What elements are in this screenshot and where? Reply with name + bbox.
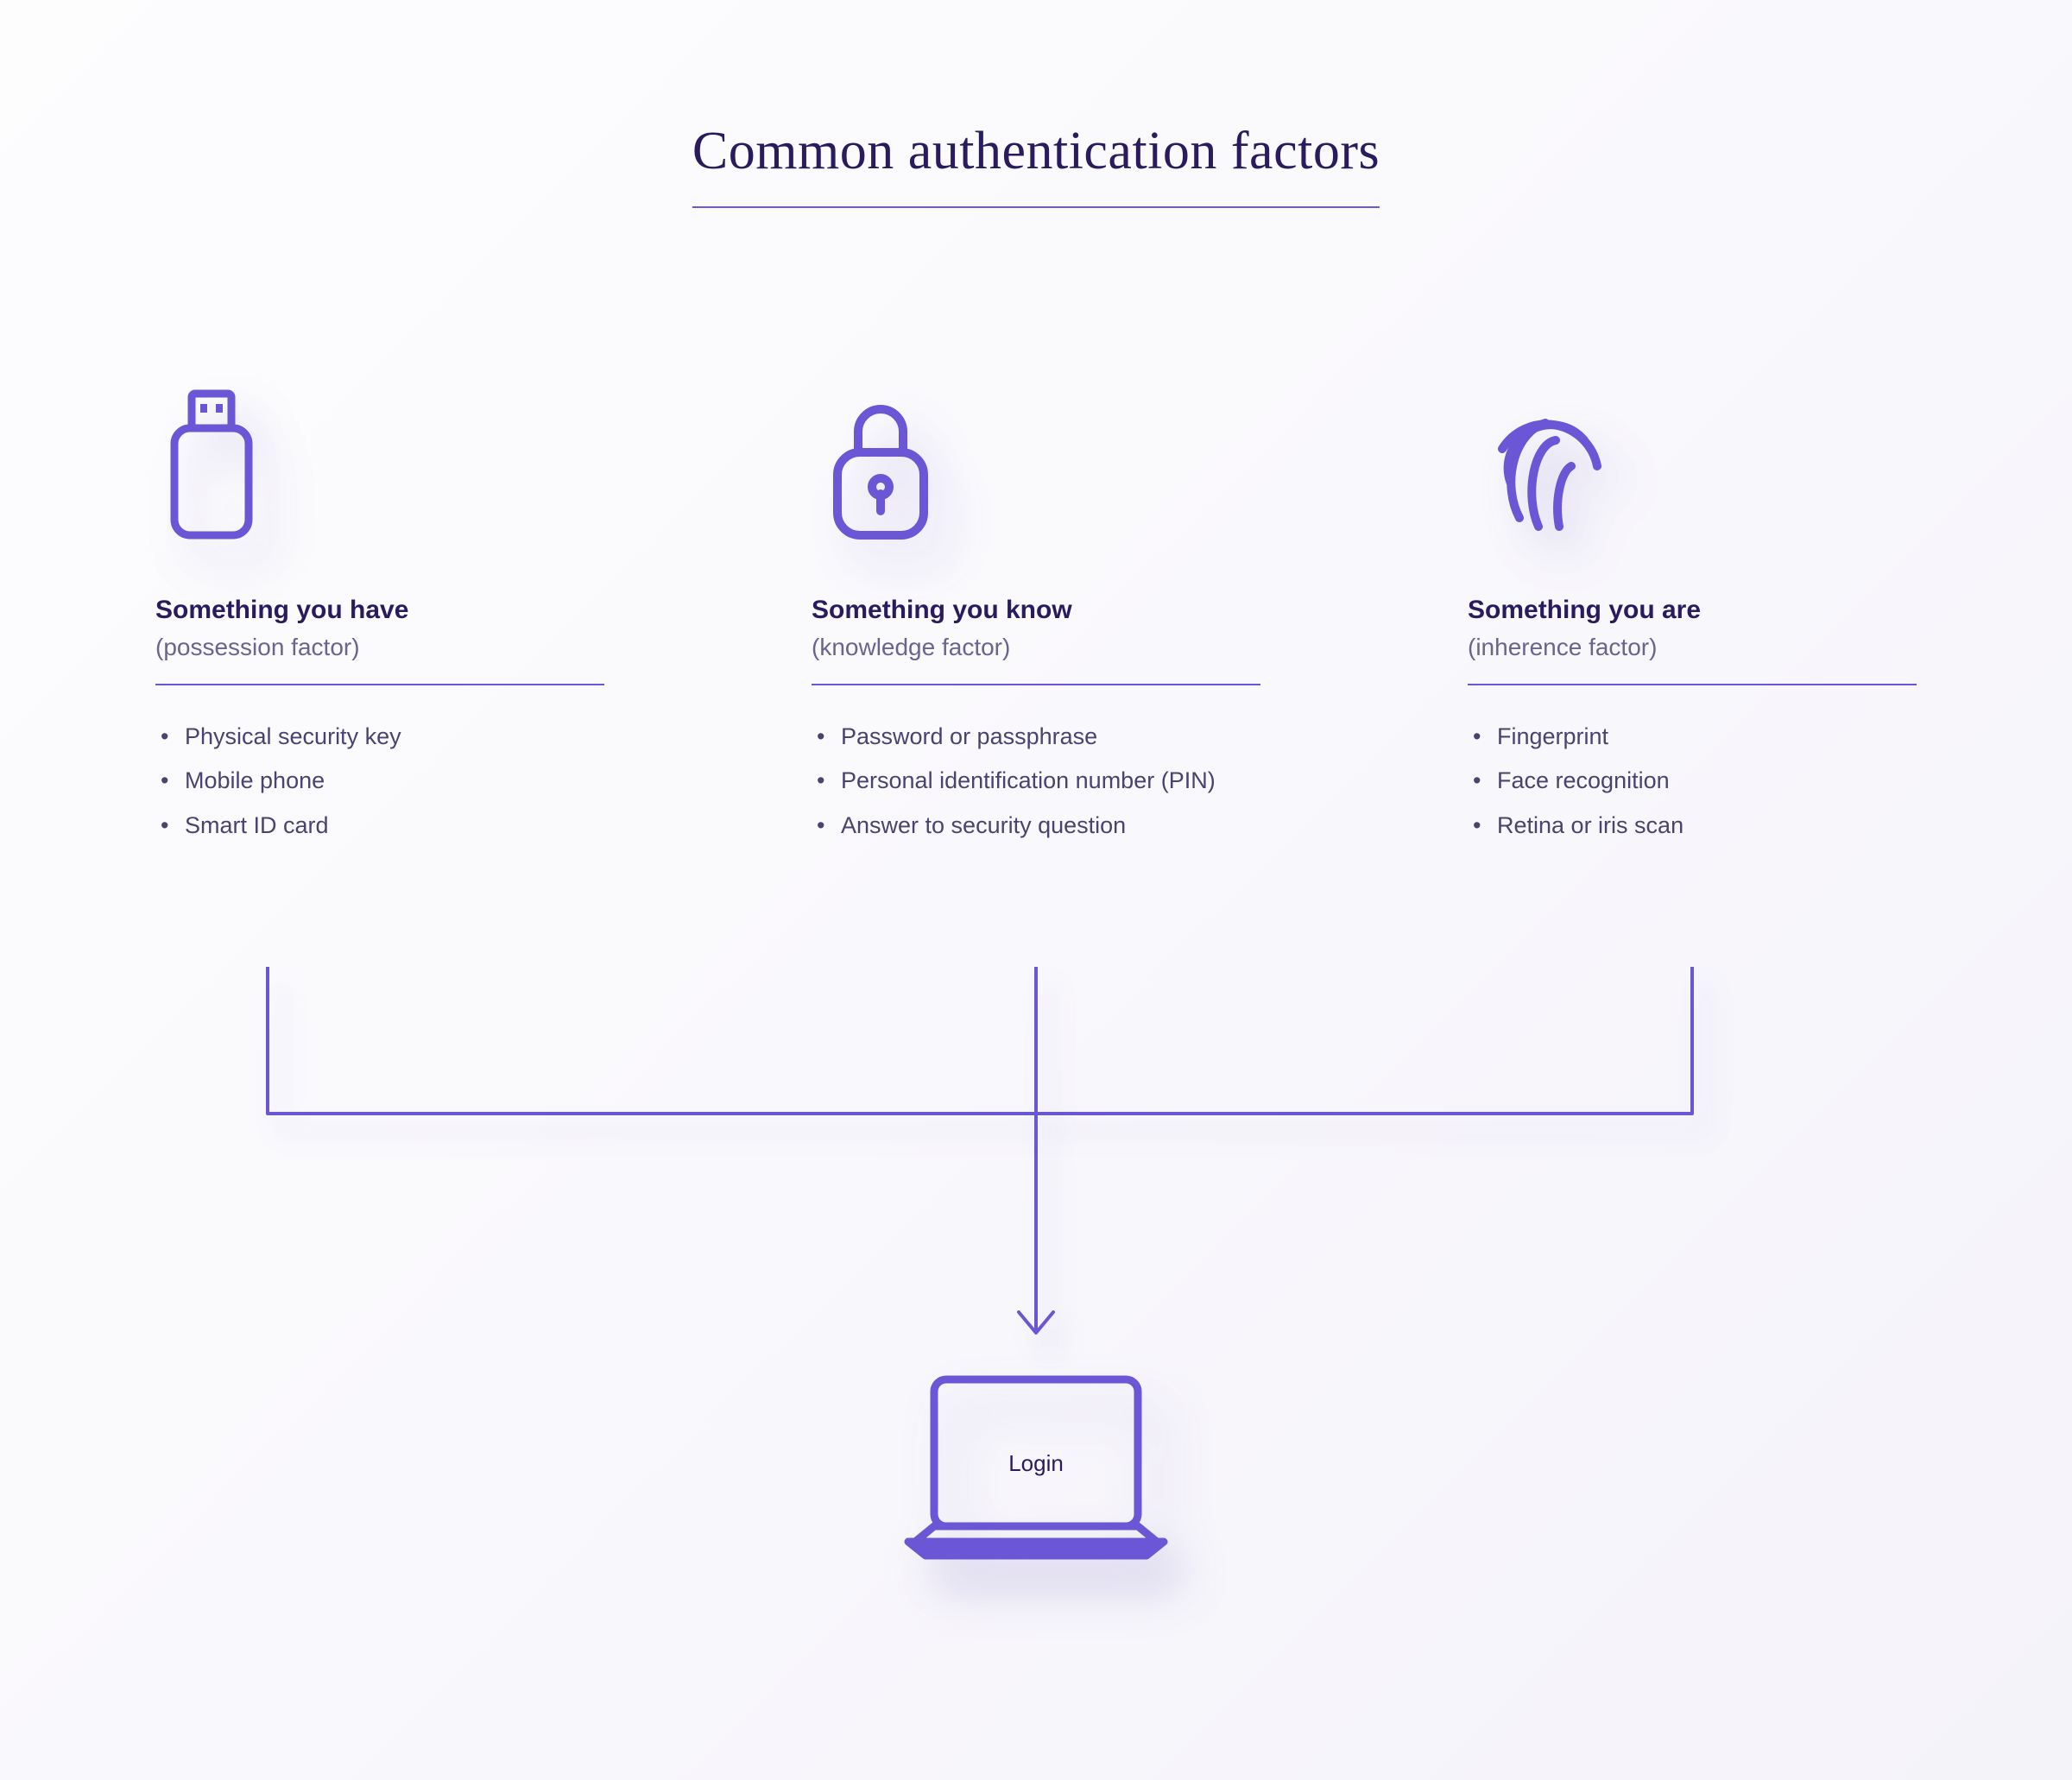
column-heading: Something you are [1468, 596, 1917, 625]
bullet-item: Physical security key [155, 715, 604, 759]
column-subheading: (possession factor) [155, 634, 604, 661]
factor-column-knowledge: Something you know (knowledge factor) Pa… [812, 371, 1260, 848]
title-underline [692, 206, 1380, 208]
fingerprint-icon [1468, 371, 1917, 544]
factor-column-possession: Something you have (possession factor) P… [155, 371, 604, 848]
column-rule [155, 684, 604, 685]
bullet-item: Smart ID card [155, 804, 604, 848]
column-rule [1468, 684, 1917, 685]
bullet-item: Answer to security question [812, 804, 1260, 848]
lock-icon [812, 371, 1260, 544]
bullet-item: Retina or iris scan [1468, 804, 1917, 848]
column-subheading: (inherence factor) [1468, 634, 1917, 661]
factor-column-inherence: Something you are (inherence factor) Fin… [1468, 371, 1917, 848]
bullet-item: Fingerprint [1468, 715, 1917, 759]
bullet-item: Mobile phone [155, 759, 604, 803]
page-title: Common authentication factors [692, 121, 1380, 182]
connector-lines [0, 967, 2072, 1398]
column-bullets: Physical security key Mobile phone Smart… [155, 715, 604, 848]
column-subheading: (knowledge factor) [812, 634, 1260, 661]
title-block: Common authentication factors [692, 121, 1380, 208]
column-heading: Something you know [812, 596, 1260, 625]
column-rule [812, 684, 1260, 685]
bullet-item: Password or passphrase [812, 715, 1260, 759]
infographic-canvas: Common authentication factors Something … [0, 0, 2072, 1780]
bullet-item: Face recognition [1468, 759, 1917, 803]
column-heading: Something you have [155, 596, 604, 625]
column-bullets: Password or passphrase Personal identifi… [812, 715, 1260, 848]
usb-icon [155, 371, 604, 544]
bullet-item: Personal identification number (PIN) [812, 759, 1260, 803]
column-bullets: Fingerprint Face recognition Retina or i… [1468, 715, 1917, 848]
login-label: Login [1008, 1450, 1064, 1477]
